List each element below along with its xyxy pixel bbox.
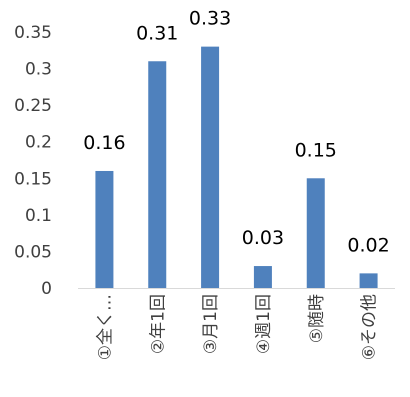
category-label: ④週1回 [254, 294, 274, 354]
data-label: 0.02 [347, 234, 389, 256]
bar [253, 266, 272, 288]
y-tick-label: 0.15 [14, 169, 52, 189]
bar [201, 46, 220, 288]
category-label: ③月1回 [201, 294, 221, 354]
category-label: ②年1回 [148, 294, 168, 354]
data-label: 0.15 [295, 139, 337, 161]
data-label: 0.31 [136, 22, 178, 44]
y-tick-label: 0.35 [14, 23, 52, 43]
data-labels: 0.16 0.31 0.33 0.03 0.15 0.02 [83, 8, 389, 257]
y-tick-label: 0.3 [25, 60, 52, 80]
category-label: ⑤随時 [307, 294, 327, 343]
data-label: 0.33 [189, 8, 231, 30]
bar [306, 178, 325, 288]
y-tick-label: 0.2 [25, 133, 52, 153]
bars [95, 46, 378, 288]
y-axis: 0 0.05 0.1 0.15 0.2 0.25 0.3 0.35 [14, 23, 52, 299]
data-label: 0.03 [242, 227, 284, 249]
bar [148, 61, 167, 288]
data-label: 0.16 [83, 132, 125, 154]
bar [95, 170, 114, 288]
bar [359, 273, 378, 288]
y-tick-label: 0 [41, 279, 52, 299]
category-label: ⑥その他 [360, 294, 380, 360]
category-label: ①全く… [95, 294, 115, 360]
x-axis: ①全く… ②年1回 ③月1回 ④週1回 ⑤随時 ⑥その他 [78, 288, 395, 360]
y-tick-label: 0.25 [14, 96, 52, 116]
y-tick-label: 0.1 [25, 206, 52, 226]
y-tick-label: 0.05 [14, 242, 52, 262]
